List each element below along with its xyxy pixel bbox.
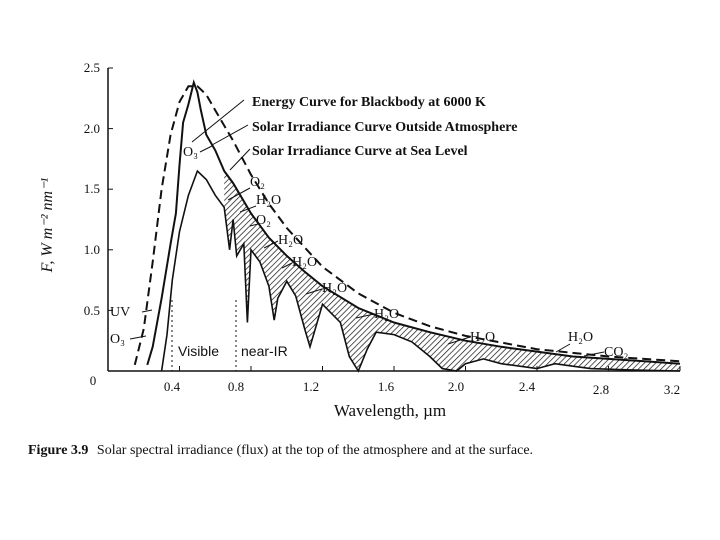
annotation-leader: [141, 309, 153, 313]
legend-outside-atmosphere: Solar Irradiance Curve Outside Atmospher…: [252, 120, 517, 135]
annotation-leader: [249, 223, 259, 227]
annotation-co2: CO₂: [604, 345, 628, 360]
annotation-leader: [583, 351, 605, 357]
y-tick-label: 2.5: [84, 60, 100, 75]
x-tick-label: 1.6: [378, 379, 395, 394]
sea-level-curve: [160, 169, 681, 373]
region-visible-label: Visible: [178, 343, 219, 359]
annotation-o2: O₂: [250, 175, 265, 190]
annotation-o2: O₂: [256, 213, 271, 228]
x-tick-label: 2.8: [593, 382, 609, 397]
annotation-h2o: H₂O: [470, 330, 495, 345]
annotation-h2o: H₂O: [374, 307, 399, 322]
caption-label: Figure 3.9: [28, 443, 88, 458]
absorption-hatch-area: [224, 171, 680, 371]
x-tick-label: 2.0: [448, 379, 464, 394]
x-axis-title: Wavelength, µm: [334, 401, 446, 420]
annotation-h2o: H₂O: [278, 233, 303, 248]
legend-leader-2: [211, 124, 249, 146]
annotation-leader: [129, 335, 147, 340]
annotation-leader: [227, 187, 251, 201]
legend-leader-3: [229, 148, 251, 171]
y-tick-label: 0.5: [84, 303, 100, 318]
caption-text: Solar spectral irradiance (flux) at the …: [97, 443, 533, 458]
legend-blackbody: Energy Curve for Blackbody at 6000 K: [252, 95, 486, 110]
annotation-leader: [355, 313, 375, 319]
annotation-leader: [199, 145, 213, 153]
annotation-h2o: H₂O: [322, 281, 347, 296]
legend-leader-1: [191, 99, 245, 143]
annotation-leader: [281, 262, 293, 269]
x-tick-label: 0.8: [228, 379, 244, 394]
y-tick-label: 1.0: [84, 242, 100, 257]
annotation-leader: [305, 288, 323, 295]
annotation-leader: [447, 336, 471, 345]
origin-label: 0: [90, 373, 97, 388]
axis-ticks: [108, 67, 681, 371]
region-near-ir-label: near-IR: [241, 343, 288, 359]
annotation-o3: O₃: [183, 145, 198, 160]
outside-atmosphere-curve: [146, 79, 681, 366]
annotation-h2o: H₂O: [256, 193, 281, 208]
annotation-o3: O₃: [110, 332, 125, 347]
annotation-leader: [263, 240, 279, 249]
y-axis-title: F, W m⁻² nm⁻¹: [39, 177, 56, 273]
x-tick-label: 2.4: [519, 379, 536, 394]
figure-caption: Figure 3.9 Solar spectral irradiance (fl…: [28, 443, 533, 458]
x-tick-label: 0.4: [164, 379, 181, 394]
annotation-h2o: H₂O: [292, 255, 317, 270]
annotation-h2o: H₂O: [568, 330, 593, 345]
y-tick-label: 2.0: [84, 121, 100, 136]
x-tick-label: 3.2: [664, 382, 680, 397]
legend-sea-level: Solar Irradiance Curve at Sea Level: [252, 144, 468, 159]
y-tick-label: 1.5: [84, 181, 100, 196]
annotation-uv: UV: [110, 305, 130, 320]
x-tick-label: 1.2: [303, 379, 319, 394]
annotation-leader: [555, 343, 571, 353]
annotation-leader: [239, 205, 257, 213]
